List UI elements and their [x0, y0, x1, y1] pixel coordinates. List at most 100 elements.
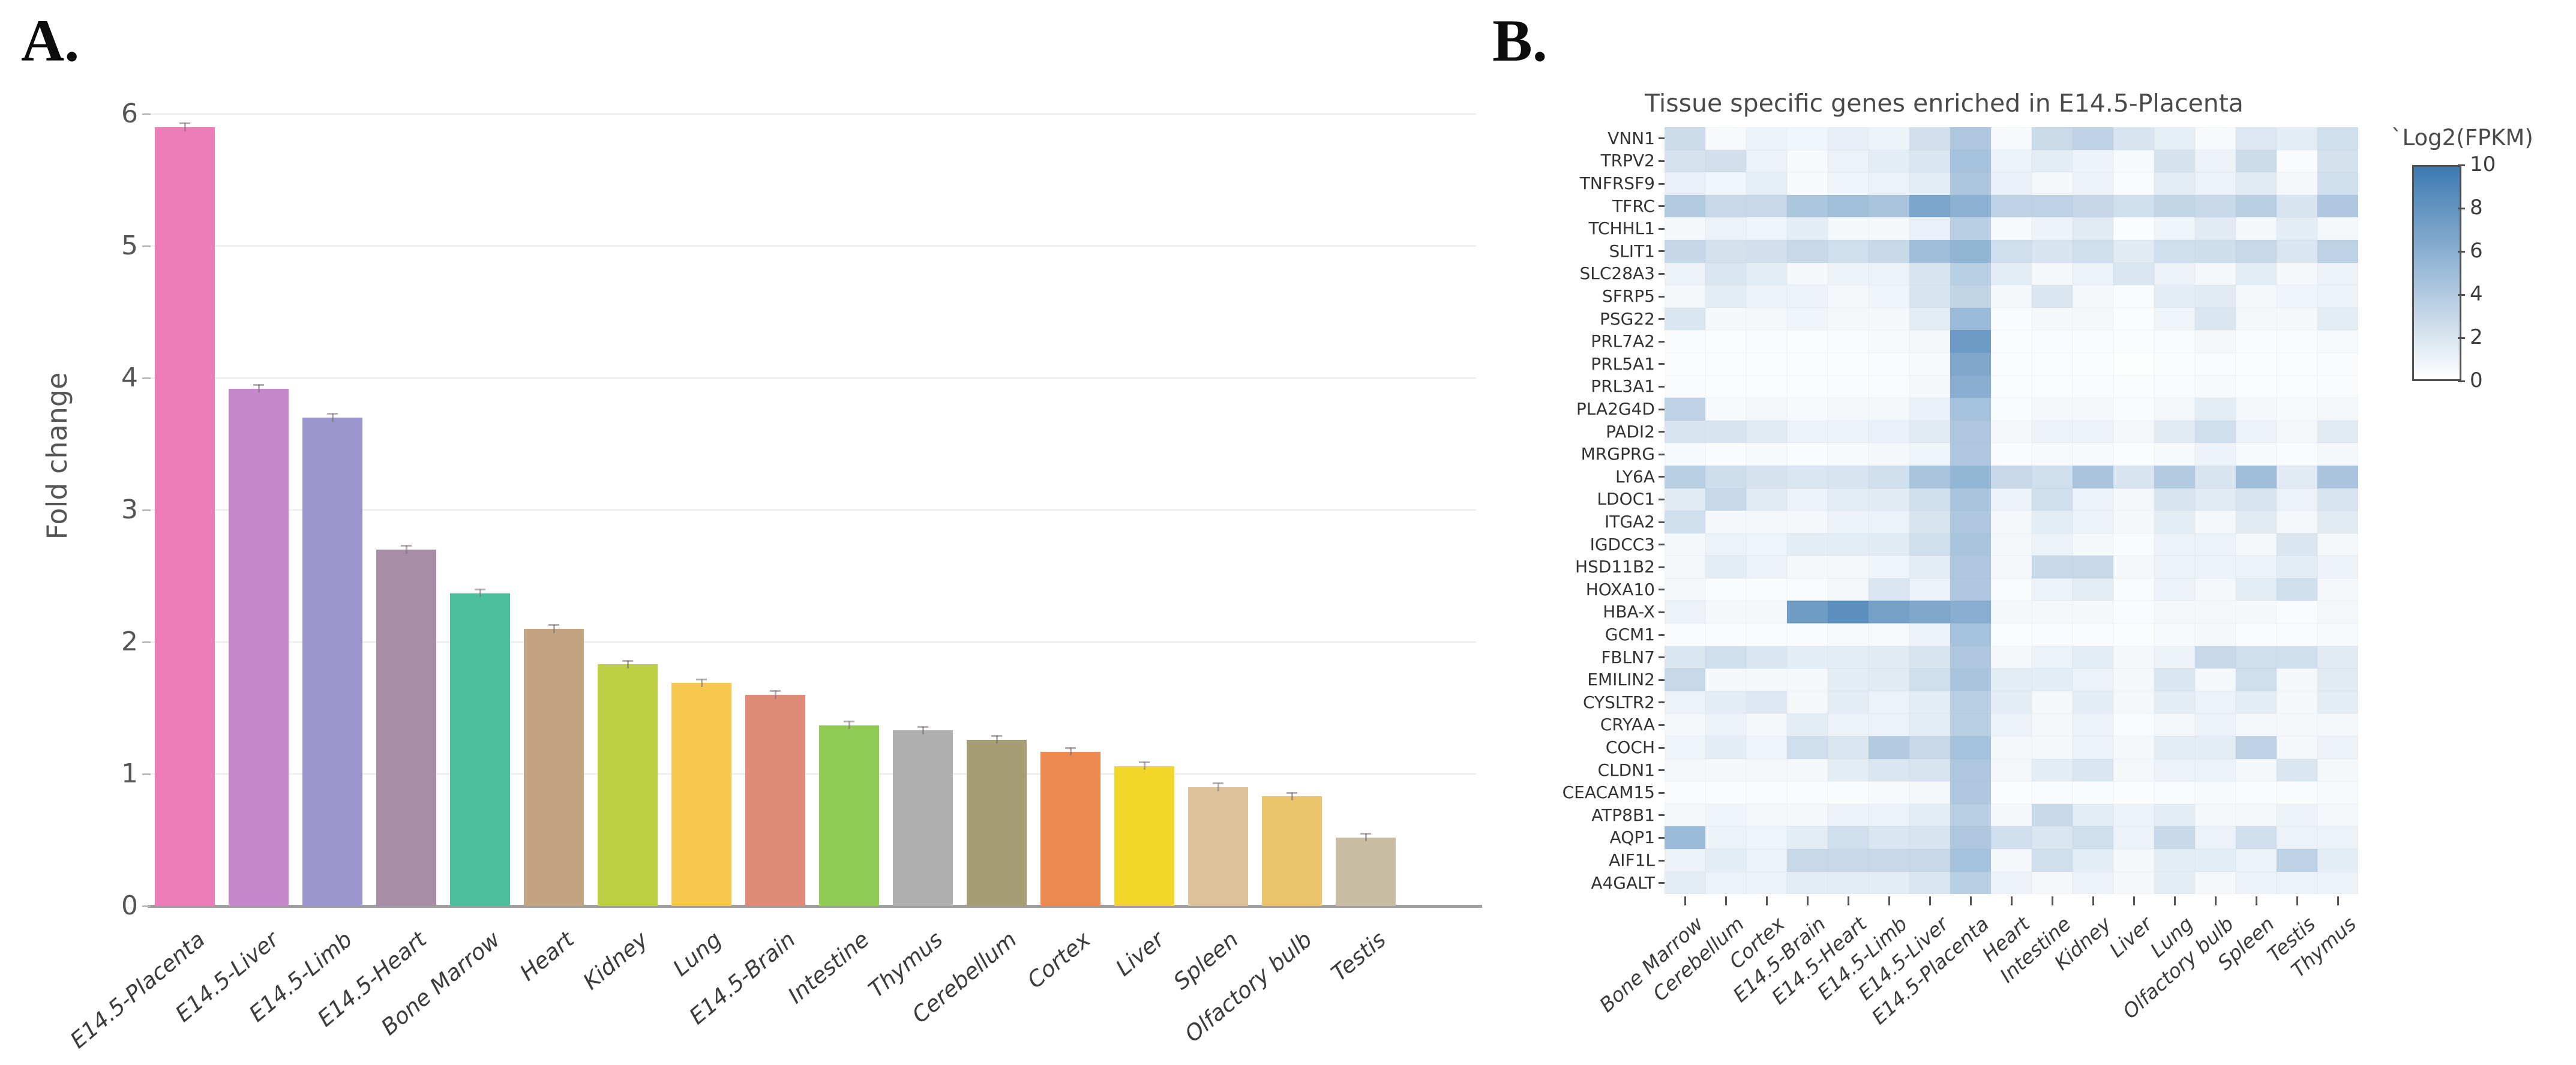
heatmap-cell	[1950, 330, 1991, 353]
heatmap-cell	[2113, 488, 2154, 511]
heatmap-cell	[2195, 781, 2236, 804]
heatmap-cell	[2073, 646, 2113, 669]
column-tick	[2214, 896, 2217, 906]
heatmap-cell	[1909, 488, 1950, 511]
heatmap-cell	[1705, 307, 1746, 331]
heatmap-cell	[1909, 803, 1950, 827]
heatmap-cell	[1665, 352, 1705, 376]
error-bar	[1217, 783, 1219, 791]
bar	[1262, 796, 1322, 906]
heatmap-cell	[2195, 691, 2236, 714]
heatmap-cell	[1828, 239, 1869, 263]
gene-row-label: CYSLTR2	[1582, 692, 1655, 712]
heatmap-cell	[1746, 849, 1787, 872]
heatmap-cell	[1909, 465, 1950, 488]
heatmap-cell	[1705, 601, 1746, 624]
heatmap-cell	[2073, 736, 2113, 759]
heatmap-cell	[2032, 239, 2073, 263]
heatmap-cell	[2236, 668, 2277, 691]
heatmap-cell	[2113, 285, 2154, 308]
heatmap-cell	[2073, 239, 2113, 263]
heatmap-cell	[1991, 871, 2032, 895]
heatmap-cell	[1828, 533, 1869, 556]
heatmap-cell	[2154, 758, 2195, 782]
heatmap-cell	[2113, 803, 2154, 827]
column-tick	[1929, 896, 1931, 906]
heatmap-cell	[2317, 307, 2358, 331]
heatmap-cell	[2195, 623, 2236, 646]
heatmap-cell	[2277, 871, 2317, 895]
heatmap-cell	[2236, 691, 2277, 714]
heatmap-cell	[1991, 149, 2032, 173]
heatmap-cell	[1746, 601, 1787, 624]
gene-row-tick	[1659, 227, 1665, 230]
heatmap-cell	[2277, 262, 2317, 286]
gene-row-tick	[1659, 611, 1665, 613]
heatmap-cell	[1705, 871, 1746, 895]
heatmap-cell	[2277, 127, 2317, 150]
gene-row-tick	[1659, 408, 1665, 410]
heatmap-cell	[2317, 601, 2358, 624]
heatmap-cell	[1909, 149, 1950, 173]
heatmap-cell	[1665, 713, 1705, 737]
heatmap-cell	[2032, 646, 2073, 669]
gene-row-label: PRL3A1	[1591, 376, 1655, 397]
heatmap-cell	[2032, 623, 2073, 646]
colorbar-tick-label: 8	[2470, 196, 2483, 220]
heatmap-cell	[1991, 668, 2032, 691]
bar	[819, 725, 879, 906]
heatmap-cell	[1950, 871, 1991, 895]
heatmap-cell	[2277, 803, 2317, 827]
heatmap-cell	[2317, 691, 2358, 714]
column-tick	[1806, 896, 1809, 906]
heatmap-cell	[1787, 781, 1828, 804]
heatmap-cell	[2195, 533, 2236, 556]
gene-row-label: SFRP5	[1602, 286, 1655, 306]
heatmap-cell	[1950, 217, 1991, 240]
gene-row-tick	[1659, 272, 1665, 275]
heatmap-cell	[2113, 871, 2154, 895]
error-bar-cap	[548, 624, 559, 626]
heatmap-cell	[2195, 352, 2236, 376]
error-bar	[479, 589, 481, 598]
gene-row-tick	[1659, 701, 1665, 704]
heatmap-cell	[1950, 149, 1991, 173]
heatmap-cell	[1705, 352, 1746, 376]
error-bar-cap	[1286, 791, 1297, 794]
colorbar-tick-mark	[2458, 164, 2465, 166]
heatmap-cell	[1909, 239, 1950, 263]
heatmap-cell	[2113, 668, 2154, 691]
heatmap-cell	[2277, 713, 2317, 737]
gene-row-label: HSD11B2	[1575, 557, 1655, 577]
heatmap-cell	[2154, 803, 2195, 827]
heatmap-cell	[1705, 803, 1746, 827]
heatmap-cell	[2154, 398, 2195, 421]
bar	[967, 739, 1027, 906]
y-tick-mark	[142, 905, 151, 907]
heatmap-cell	[2277, 194, 2317, 218]
heatmap-cell	[2032, 849, 2073, 872]
heatmap-cell	[1991, 330, 2032, 353]
heatmap-cell	[2317, 239, 2358, 263]
column-tick	[1765, 896, 1768, 906]
heatmap-cell	[1869, 352, 1909, 376]
heatmap-cell	[1787, 375, 1828, 398]
column-tick	[2010, 896, 2013, 906]
heatmap-cell	[1909, 307, 1950, 331]
heatmap-cell	[1828, 646, 1869, 669]
heatmap-cell	[2277, 646, 2317, 669]
heatmap-cell	[2032, 398, 2073, 421]
heatmap-cell	[2195, 375, 2236, 398]
heatmap-cell	[1909, 691, 1950, 714]
heatmap-cell	[2195, 511, 2236, 533]
gene-row-label: COCH	[1605, 737, 1655, 757]
heatmap-cell	[2154, 375, 2195, 398]
heatmap-cell	[2277, 849, 2317, 872]
heatmap-cell	[2277, 285, 2317, 308]
error-bar	[848, 721, 850, 730]
heatmap-cell	[1869, 285, 1909, 308]
bar	[671, 683, 731, 906]
heatmap-cell	[1665, 871, 1705, 895]
bar	[893, 730, 953, 906]
heatmap-cell	[1950, 646, 1991, 669]
